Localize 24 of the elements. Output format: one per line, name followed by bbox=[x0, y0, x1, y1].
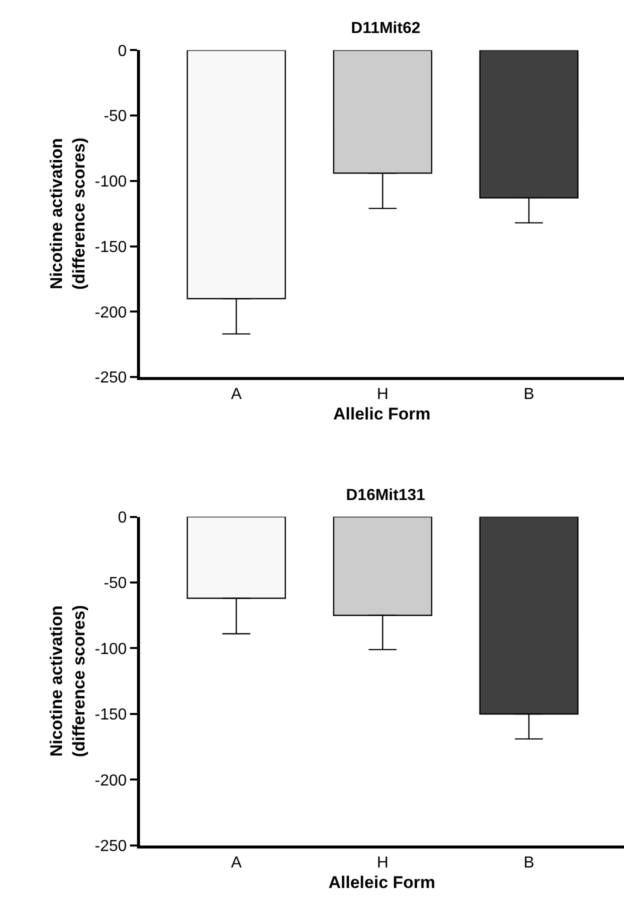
x-tick-label: A bbox=[230, 386, 242, 404]
y-tick-label: -150 bbox=[94, 238, 127, 256]
y-tick-label: -250 bbox=[94, 370, 127, 387]
y-tick-label: -50 bbox=[104, 575, 127, 592]
x-axis-title: Allelic Form bbox=[333, 404, 431, 424]
y-tick-label: -150 bbox=[94, 706, 127, 724]
y-tick-label: -200 bbox=[94, 772, 127, 790]
x-tick-label: H bbox=[376, 854, 388, 872]
y-tick-label: -50 bbox=[104, 108, 127, 126]
x-tick-label: B bbox=[524, 854, 534, 872]
x-tick-label: A bbox=[230, 854, 242, 872]
x-tick-label: H bbox=[376, 386, 388, 404]
y-tick-label: -100 bbox=[94, 174, 127, 191]
x-axis-title: Alleleic Form bbox=[328, 872, 436, 892]
y-tick-label: -200 bbox=[94, 304, 127, 322]
y-axis-title: Nicotine activation (difference scores) bbox=[47, 138, 88, 290]
y-tick-label: -100 bbox=[94, 640, 127, 658]
chart-title: D11Mit62 bbox=[351, 20, 420, 37]
chart-title: D16Mit131 bbox=[346, 487, 426, 504]
x-tick-label: B bbox=[524, 386, 534, 404]
y-tick-label: 0 bbox=[118, 42, 127, 60]
y-axis-title: Nicotine activation (difference scores) bbox=[47, 605, 88, 758]
y-tick-label: -250 bbox=[94, 838, 127, 856]
y-tick-label: 0 bbox=[118, 509, 127, 526]
